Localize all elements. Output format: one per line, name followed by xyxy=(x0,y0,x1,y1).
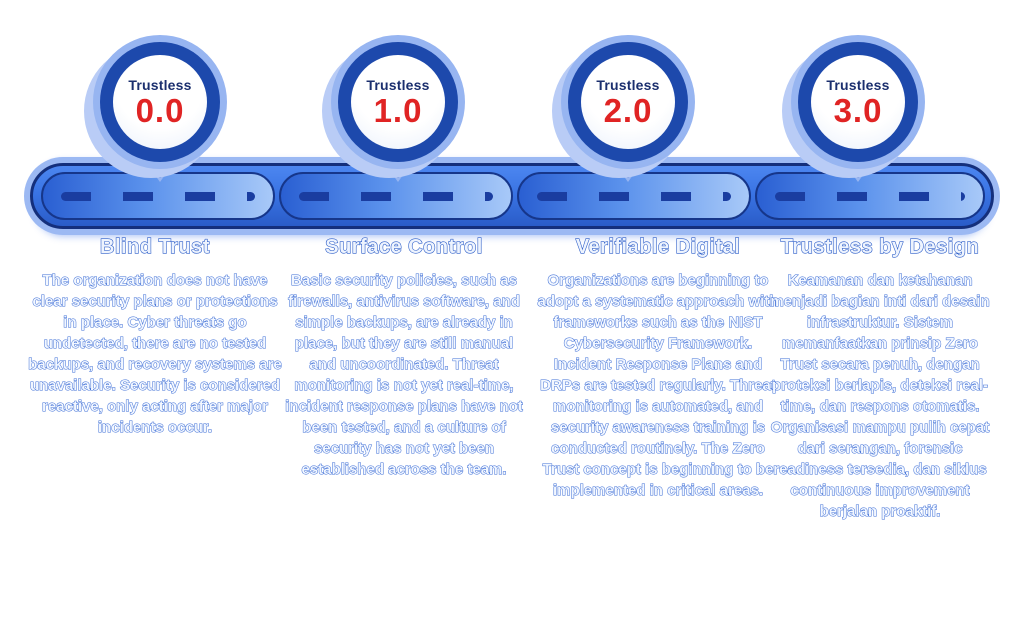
badge-version: 1.0 xyxy=(373,92,423,129)
pin-badge: Trustless 2.0 xyxy=(568,42,688,162)
badge-version: 0.0 xyxy=(135,92,185,129)
dashed-line xyxy=(537,191,731,201)
pin-badge-face: Trustless 3.0 xyxy=(811,55,905,149)
stage-title: Verifiable Digital xyxy=(575,235,741,258)
badge-version: 3.0 xyxy=(833,92,883,129)
milestone-pin-trustless-0: Trustless 0.0 xyxy=(97,42,223,194)
pin-badge-face: Trustless 1.0 xyxy=(351,55,445,149)
pin-badge-face: Trustless 0.0 xyxy=(113,55,207,149)
stage-title: Blind Trust xyxy=(99,235,210,258)
stage-column-surface-control: Surface Control Basic security policies,… xyxy=(284,235,524,480)
stage-description: Basic security policies, such as firewal… xyxy=(285,272,524,479)
milestone-pin-trustless-2: Trustless 2.0 xyxy=(565,42,691,194)
stage-description: Organizations are beginning to adopt a s… xyxy=(537,272,779,500)
stage-title: Surface Control xyxy=(325,235,483,258)
milestone-pin-trustless-1: Trustless 1.0 xyxy=(335,42,461,194)
dashed-line xyxy=(61,191,255,201)
dashed-line xyxy=(299,191,493,201)
badge-label: Trustless xyxy=(128,77,192,93)
dashed-line xyxy=(775,191,965,201)
milestone-pin-trustless-3: Trustless 3.0 xyxy=(795,42,921,194)
pin-badge: Trustless 0.0 xyxy=(100,42,220,162)
stage-column-blind-trust: Blind Trust The organization does not ha… xyxy=(28,235,282,438)
stage-description: The organization does not have clear sec… xyxy=(28,272,282,437)
stage-column-trustless-by-design: Trustless by Design Keamanan dan ketahan… xyxy=(764,235,996,522)
pin-badge-face: Trustless 2.0 xyxy=(581,55,675,149)
stage-description: Keamanan dan ketahanan menjadi bagian in… xyxy=(770,272,990,521)
badge-label: Trustless xyxy=(596,77,660,93)
stage-column-verifiable-digital: Verifiable Digital Organizations are beg… xyxy=(534,235,782,501)
stage-title: Trustless by Design xyxy=(780,235,980,258)
badge-label: Trustless xyxy=(366,77,430,93)
badge-label: Trustless xyxy=(826,77,890,93)
badge-version: 2.0 xyxy=(603,92,653,129)
pin-badge: Trustless 3.0 xyxy=(798,42,918,162)
pin-badge: Trustless 1.0 xyxy=(338,42,458,162)
